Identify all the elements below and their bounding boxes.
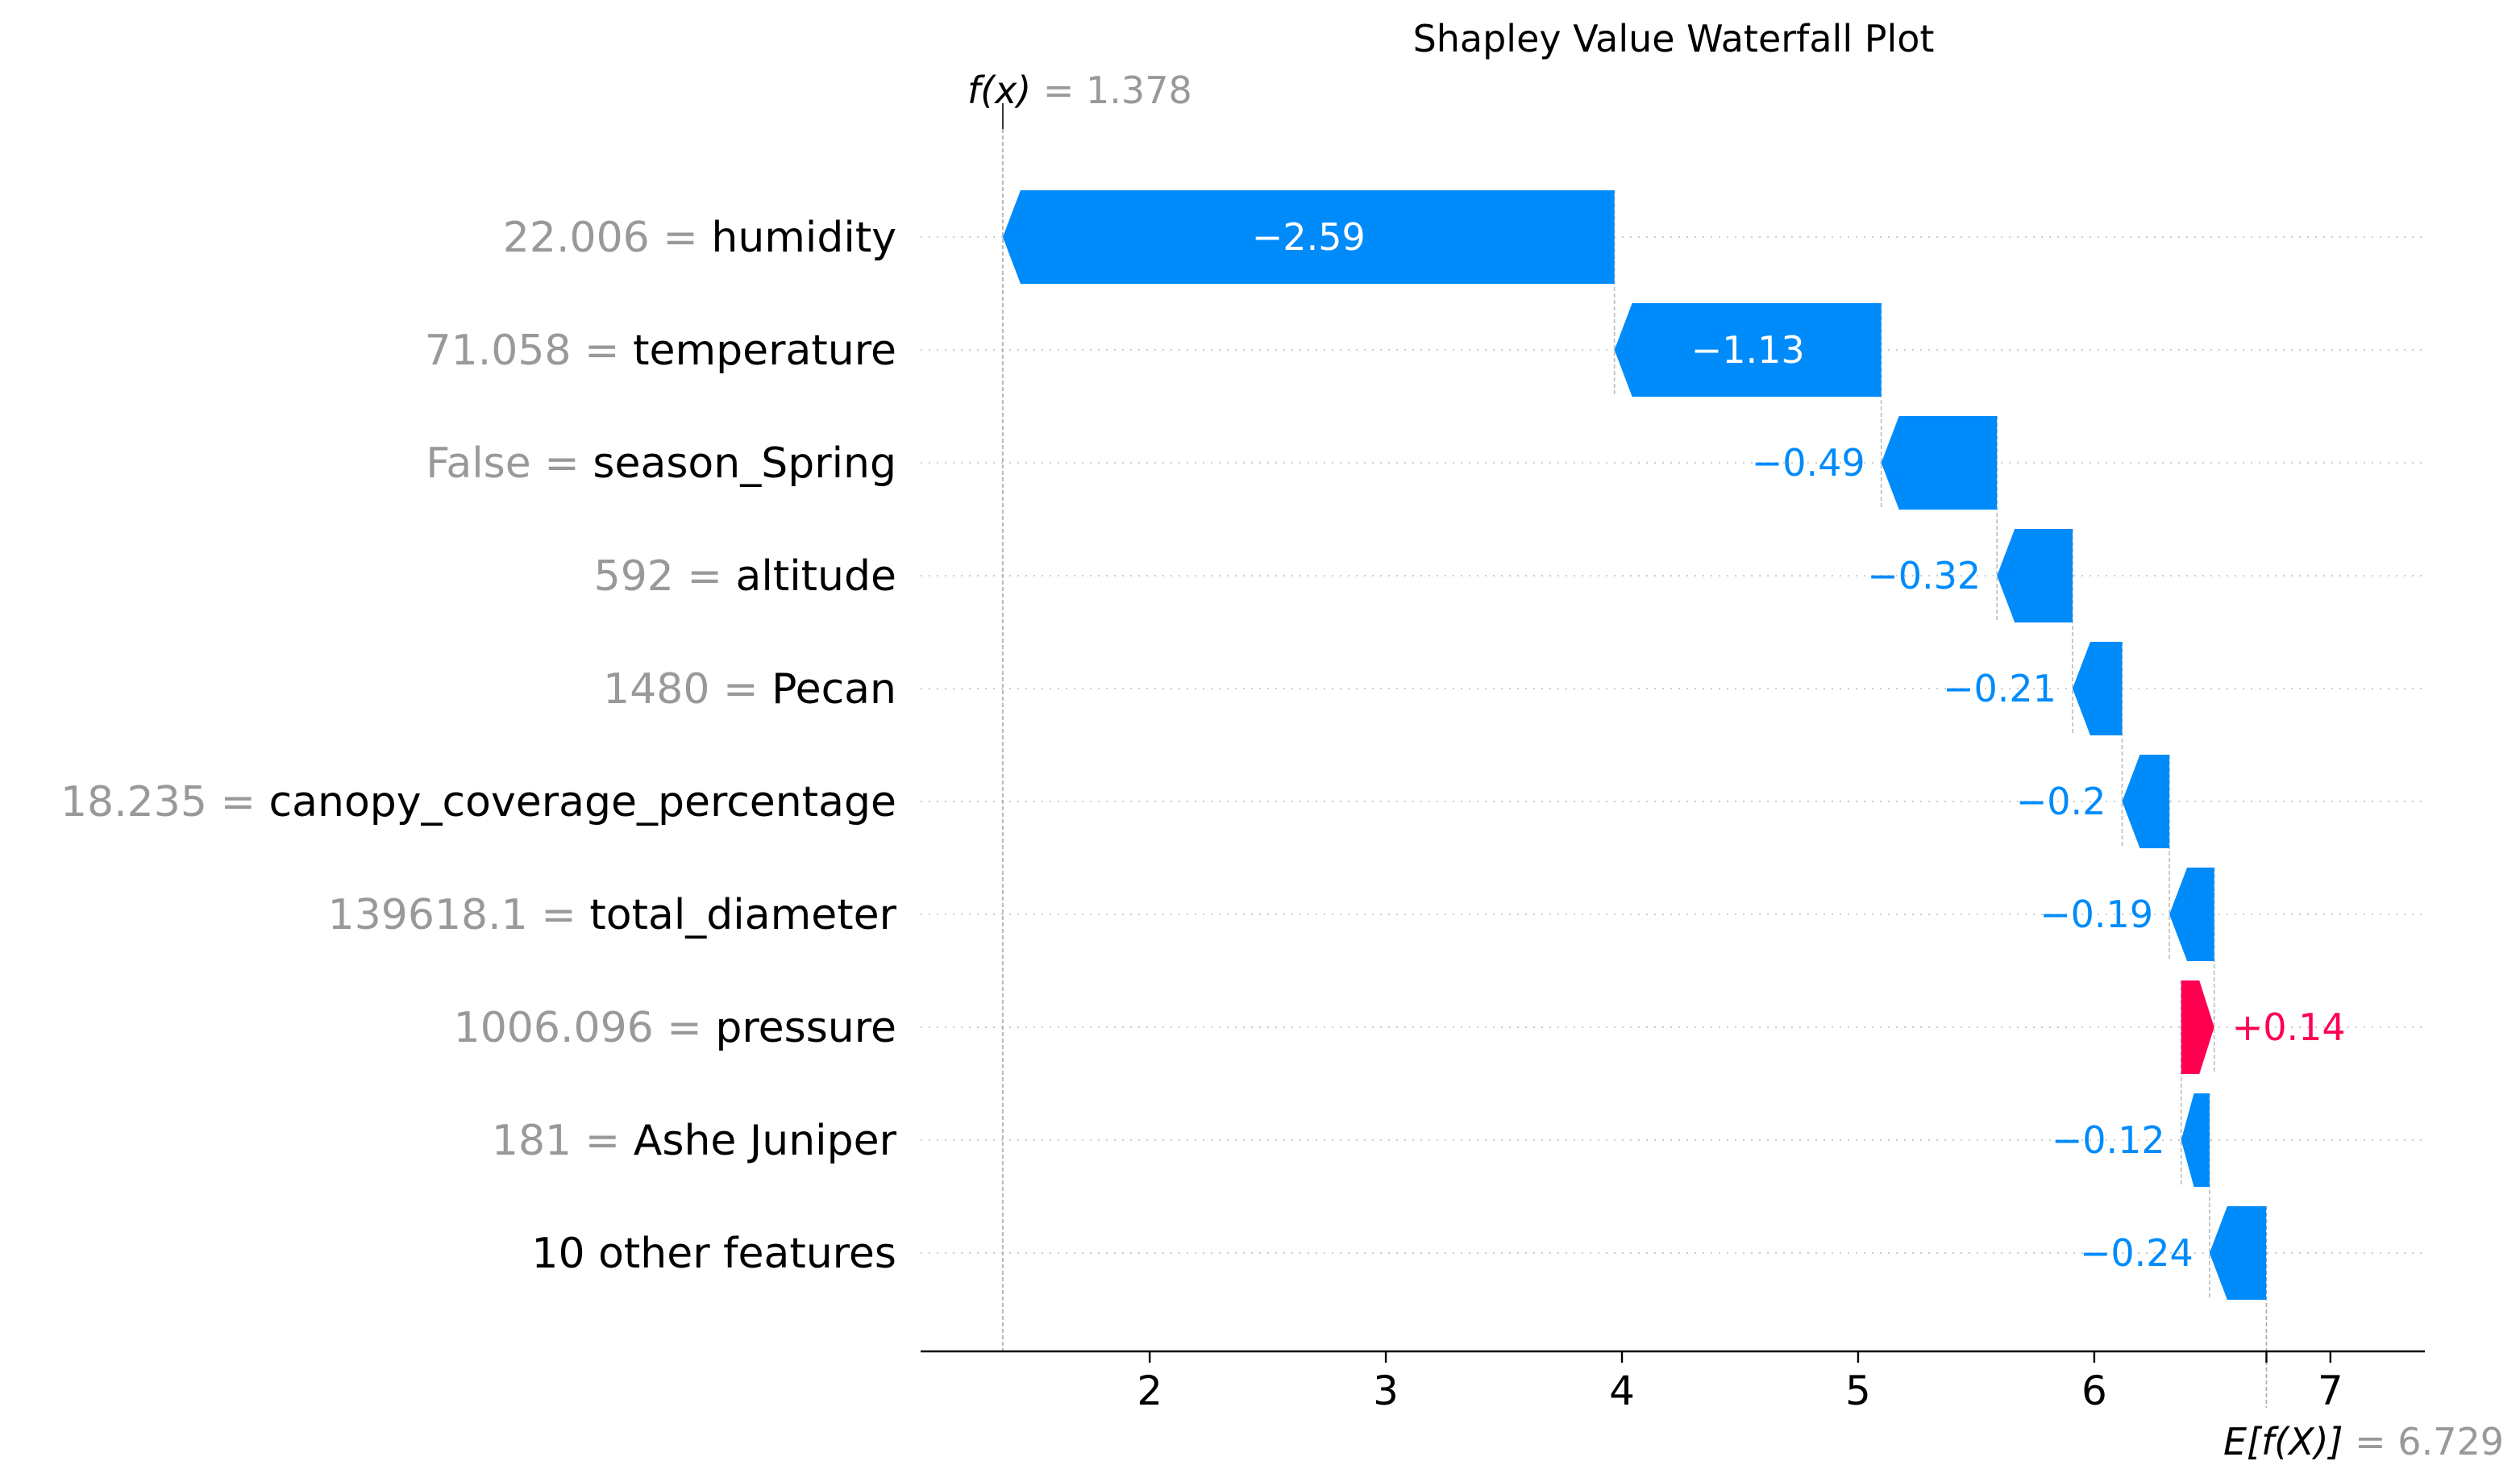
bar-10 other features (2209, 1206, 2267, 1300)
base-value: = 6.729 (2343, 1420, 2504, 1463)
bar-total_diameter (2169, 868, 2214, 961)
feature-name: canopy_coverage_percentage (269, 778, 896, 826)
base-annotation: E[f(X)] = 6.729 (2223, 1420, 2504, 1463)
fx-label: f(x) (967, 69, 1031, 112)
feature-value: 22.006 = (503, 214, 712, 262)
feature-name: humidity (711, 214, 896, 262)
feature-value: 139618.1 = (328, 891, 590, 939)
x-tick-label: 5 (1845, 1368, 1871, 1414)
feature-value: 592 = (594, 552, 736, 601)
annotations: f(x) = 1.378 E[f(X)] = 6.729 (967, 69, 2504, 1463)
bar-pressure (2181, 980, 2214, 1074)
bar-value-label: +0.14 (2232, 1005, 2346, 1049)
bar-Ashe Juniper (2181, 1093, 2210, 1187)
feature-label: 139618.1 = total_diameter (328, 891, 897, 939)
feature-label: 22.006 = humidity (503, 214, 896, 262)
feature-label: False = season_Spring (426, 439, 896, 488)
feature-name: season_Spring (593, 439, 896, 488)
bar-value-label: −2.59 (1252, 215, 1366, 259)
feature-name: altitude (736, 552, 897, 601)
x-tick-label: 7 (2318, 1368, 2343, 1414)
feature-name: pressure (715, 1004, 896, 1052)
bar-value-label: −0.2 (2016, 780, 2106, 823)
feature-name: Pecan (771, 665, 896, 714)
base-label: E[f(X)] (2223, 1420, 2343, 1463)
bar-value-label: −0.32 (1867, 554, 1981, 597)
fx-annotation: f(x) = 1.378 (967, 69, 1192, 112)
bar-humidity (1002, 190, 1615, 284)
x-tick-label: 6 (2081, 1368, 2107, 1414)
feature-label: 10 other features (531, 1230, 896, 1278)
feature-value: 71.058 = (425, 327, 634, 375)
bar-canopy_coverage_percentage (2122, 755, 2170, 848)
x-axis: 2 3 4 5 6 7 (921, 1350, 2425, 1414)
feature-name: 10 other features (531, 1230, 896, 1278)
chart-title: Shapley Value Waterfall Plot (1413, 17, 1935, 60)
feature-labels: 22.006 = humidity 71.058 = temperature Fal… (60, 214, 897, 1278)
feature-value: 1006.096 = (454, 1004, 716, 1052)
bar-value-label: −1.13 (1691, 328, 1805, 372)
bar-Pecan (2072, 642, 2123, 735)
bar-value-label: −0.19 (2040, 893, 2153, 936)
bar-value-label: −0.49 (1752, 441, 1865, 485)
bar-temperature (1614, 303, 1882, 397)
feature-value: 1480 = (603, 665, 771, 714)
feature-name: temperature (633, 327, 896, 375)
feature-name: total_diameter (589, 891, 896, 939)
x-tick-label: 2 (1137, 1368, 1162, 1414)
fx-value: = 1.378 (1031, 69, 1191, 112)
bar-value-label: −0.12 (2052, 1118, 2165, 1162)
connector-lines (1001, 103, 2268, 1408)
feature-label: 18.235 = canopy_coverage_percentage (60, 778, 896, 826)
bar-altitude (1997, 529, 2073, 622)
bar-value-label: −0.24 (2080, 1231, 2194, 1275)
feature-label: 1006.096 = pressure (454, 1004, 896, 1052)
feature-value: 18.235 = (60, 778, 269, 826)
feature-name: Ashe Juniper (634, 1117, 897, 1165)
bar-season_Spring (1881, 416, 1998, 510)
bar-value-label: −0.21 (1943, 667, 2056, 710)
x-tick-label: 3 (1373, 1368, 1399, 1414)
feature-value: False = (426, 439, 593, 488)
feature-value: 181 = (492, 1117, 634, 1165)
feature-label: 1480 = Pecan (603, 665, 896, 714)
feature-label: 181 = Ashe Juniper (492, 1117, 897, 1165)
feature-label: 71.058 = temperature (425, 327, 896, 375)
bars: −2.59 −1.13 −0.49 −0.32 −0.21 −0.2 −0.19 +0.14 −… (1002, 190, 2346, 1300)
x-tick-label: 4 (1609, 1368, 1635, 1414)
feature-label: 592 = altitude (594, 552, 896, 601)
